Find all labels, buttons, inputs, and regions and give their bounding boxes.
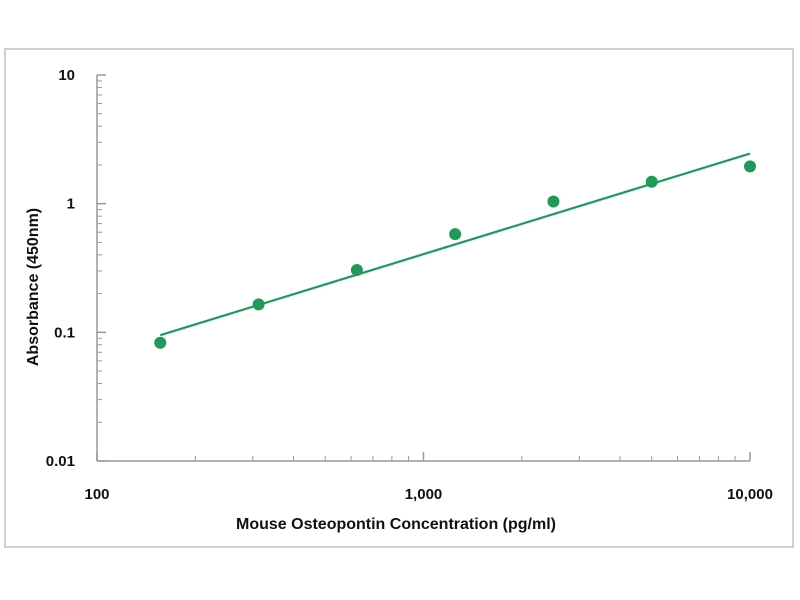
data-point	[154, 336, 167, 349]
y-tick-label: 0.1	[54, 324, 75, 341]
y-tick-label: 0.01	[46, 453, 75, 470]
data-point	[547, 195, 560, 208]
y-tick-label: 1	[67, 196, 75, 213]
y-axis-title: Absorbance (450nm)	[25, 208, 42, 366]
x-tick-label: 1,000	[405, 486, 443, 503]
major-ticks	[96, 74, 751, 462]
axes	[96, 75, 750, 462]
chart-frame	[4, 48, 794, 548]
trendline	[159, 152, 751, 337]
minor-ticks	[97, 80, 736, 461]
tick-labels: 100 1,000 10,000 10 1 0.1 0.01	[46, 67, 773, 503]
y-tick-label: 10	[58, 67, 75, 84]
data-point	[252, 298, 265, 311]
data-points	[154, 160, 756, 349]
x-tick-label: 10,000	[727, 486, 773, 503]
data-point	[350, 264, 363, 277]
data-point	[744, 160, 756, 173]
x-axis-title: Mouse Osteopontin Concentration (pg/ml)	[236, 516, 556, 533]
trendline-group	[159, 152, 751, 337]
data-point	[645, 175, 658, 188]
x-tick-label: 100	[84, 486, 109, 503]
data-point	[449, 228, 462, 241]
